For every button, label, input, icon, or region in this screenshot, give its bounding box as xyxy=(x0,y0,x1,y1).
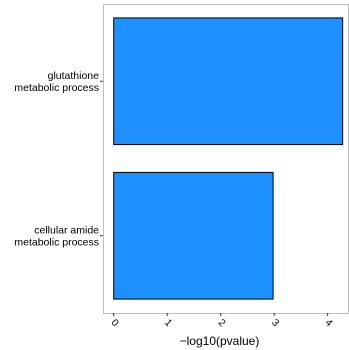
x-tick-label-2: 2 xyxy=(216,317,228,329)
x-tick-label-1: 1 xyxy=(162,317,174,329)
x-tick-label-3: 3 xyxy=(269,317,281,329)
category-label-line: glutathione xyxy=(48,70,100,82)
category-label-1: cellular amide metabolic process xyxy=(14,224,99,248)
bar-0 xyxy=(113,17,344,146)
category-label-line: metabolic process xyxy=(14,82,99,94)
category-label-line: cellular amide xyxy=(34,224,99,236)
category-label-0: glutathione metabolic process xyxy=(14,70,99,94)
bar-1 xyxy=(113,171,274,300)
category-label-line: metabolic process xyxy=(14,236,99,248)
bars-group xyxy=(113,17,344,300)
x-tick-label-0: 0 xyxy=(109,317,121,329)
x-tick-label-4: 4 xyxy=(323,317,335,329)
x-axis-title: −log10(pvalue) xyxy=(180,334,260,348)
x-axis: 0 1 2 3 4 xyxy=(109,313,335,329)
